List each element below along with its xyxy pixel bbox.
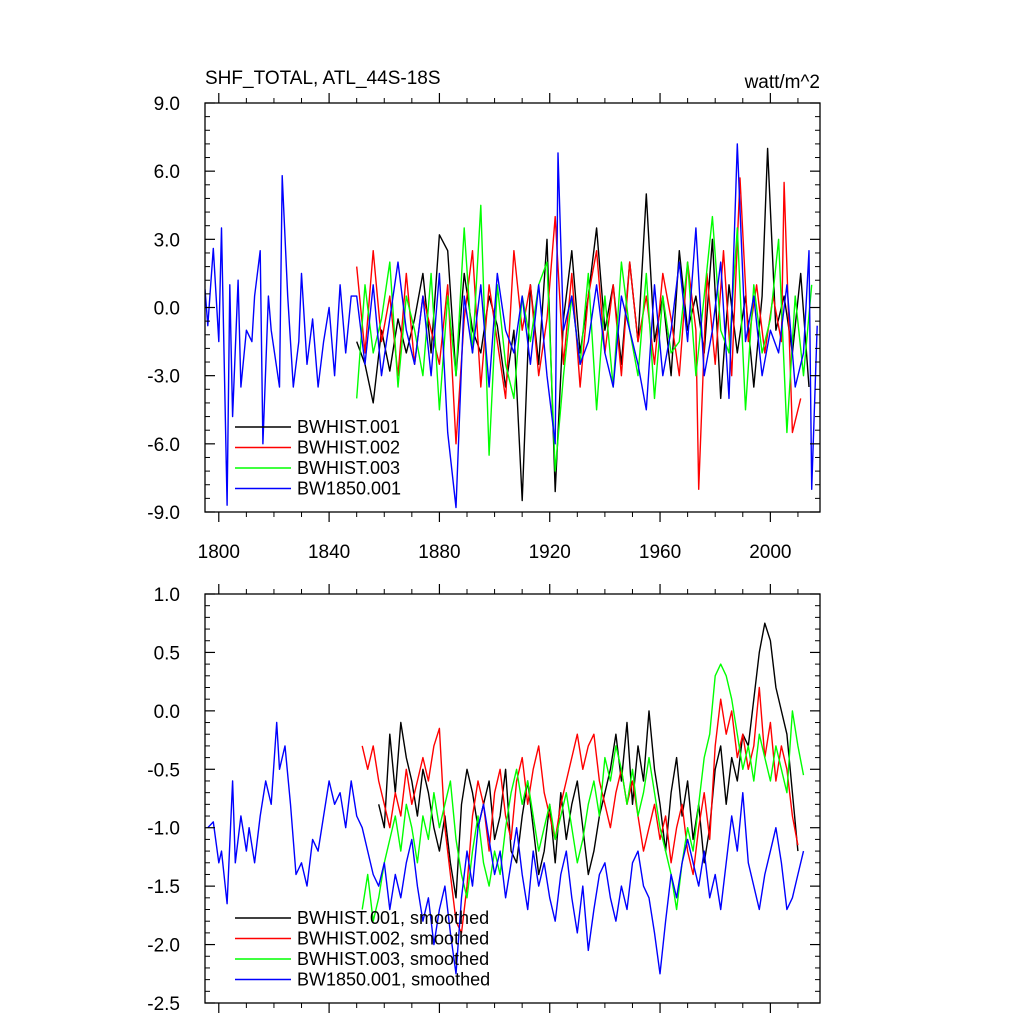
y-tick-label: -1.5: [147, 877, 180, 898]
y-tick-label: 9.0: [154, 94, 180, 115]
x-tick-label: 1840: [308, 542, 350, 563]
series-line-2: [361, 663, 805, 922]
y-tick-label: 0.0: [154, 702, 180, 723]
plot-frame: [204, 593, 821, 1004]
y-tick-label: 3.0: [154, 230, 180, 251]
y-tick-label: 0.5: [154, 643, 180, 664]
series-line-0: [378, 622, 799, 899]
x-tick-label: 2000: [749, 542, 791, 563]
legend-label-1: BWHIST.002: [297, 438, 400, 458]
legend-label-0: BWHIST.001: [297, 417, 400, 437]
top-panel: -9.0 -6.0 -3.0 0.0 3.0 6.0 9.0 1800 1840 1880 1920…: [147, 93, 821, 563]
y-tick-label: -3.0: [147, 367, 180, 388]
y-tick-label: 0.0: [154, 299, 180, 320]
series-line-3: [207, 721, 805, 975]
series-line-2: [356, 204, 813, 472]
series-line-3: [205, 143, 818, 509]
y-tick-label: 6.0: [154, 162, 180, 183]
x-tick-label: 1800: [198, 542, 240, 563]
chart-title: SHF_TOTAL, ATL_44S-18S: [205, 68, 441, 89]
legend-label-1: BWHIST.002, smoothed: [297, 929, 489, 949]
legend-label-2: BWHIST.003: [297, 458, 400, 478]
bottom-panel: -2.5 -2.0 -1.5 -1.0 -0.5 0.0 0.5 1.0 BWHIST.001,…: [147, 584, 821, 1015]
legend-label-3: BW1850.001: [297, 479, 401, 499]
units-label: watt/m^2: [744, 72, 820, 93]
legend-label-2: BWHIST.003, smoothed: [297, 949, 489, 969]
x-tick-label: 1920: [529, 542, 571, 563]
y-tick-label: -9.0: [147, 503, 180, 524]
y-tick-label: -2.5: [147, 994, 180, 1015]
y-tick-label: -2.0: [147, 936, 180, 957]
x-tick-label: 1880: [418, 542, 460, 563]
y-tick-label: -1.0: [147, 819, 180, 840]
series-line-1: [361, 686, 799, 934]
x-tick-label: 1960: [639, 542, 681, 563]
legend-label-3: BW1850.001, smoothed: [297, 970, 490, 990]
y-tick-label: -0.5: [147, 760, 180, 781]
y-tick-label: 1.0: [154, 585, 180, 606]
y-tick-label: -6.0: [147, 435, 180, 456]
legend-label-0: BWHIST.001, smoothed: [297, 908, 489, 928]
